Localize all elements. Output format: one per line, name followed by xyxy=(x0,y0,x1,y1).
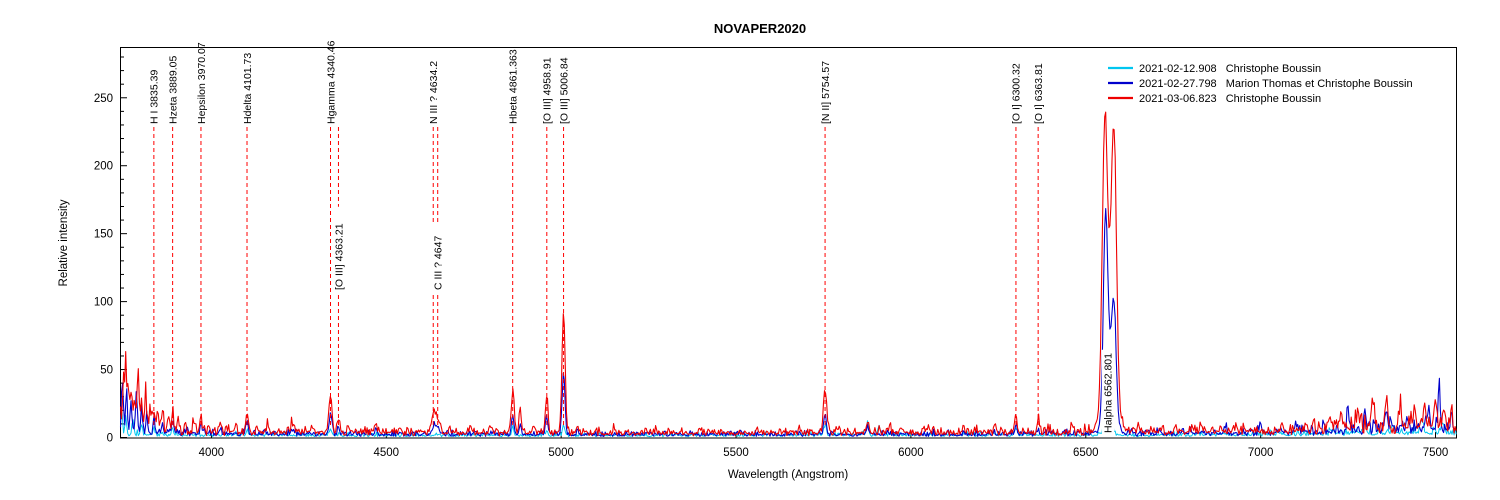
x-tick-label: 5500 xyxy=(723,447,749,459)
spectrum-line-2021-02-27.798 xyxy=(119,208,1457,438)
annotation-label: [O I] 6300.32 xyxy=(1011,63,1023,124)
legend-date: 2021-02-27.798 xyxy=(1139,78,1217,90)
y-tick-label: 250 xyxy=(94,93,113,105)
annotation-label: [O III] 5006.84 xyxy=(558,57,570,124)
spectrum-line-2021-03-06.823 xyxy=(119,111,1457,437)
x-tick-label: 6500 xyxy=(1073,447,1099,459)
annotation-label-bg xyxy=(1101,349,1115,437)
x-tick-label: 7000 xyxy=(1248,447,1274,459)
axis-ticks xyxy=(120,56,1437,438)
x-axis-label: Wavelength (Angstrom) xyxy=(728,469,849,481)
x-tick-label: 4000 xyxy=(199,447,225,459)
y-tick-label: 150 xyxy=(94,229,113,241)
plot-border xyxy=(120,47,1457,439)
annotation-label: [O III] 4363.21 xyxy=(333,223,345,290)
legend: 2021-02-12.908 Christophe Boussin2021-02-… xyxy=(1108,63,1413,105)
annotation-label: Hgamma 4340.46 xyxy=(325,40,337,124)
y-axis-label: Relative intensity xyxy=(58,199,70,286)
annotation-label: Halpha 6562.801 xyxy=(1103,353,1115,433)
legend-entry: 2021-02-12.908 Christophe Boussin xyxy=(1139,63,1321,75)
legend-observer: Christophe Boussin xyxy=(1226,63,1321,75)
legend-observer: Christophe Boussin xyxy=(1226,93,1321,105)
line-annotations: H I 3835.39 Hzeta 3889.05 Hepsilon 3970.07… xyxy=(149,40,1115,437)
annotation-label: Hdelta 4101.73 xyxy=(242,53,254,124)
annotation-label: H I 3835.39 xyxy=(149,70,161,124)
x-tick-label: 7500 xyxy=(1423,447,1449,459)
annotation-label-bg xyxy=(332,206,345,294)
annotation-label-bg xyxy=(431,222,445,294)
annotation-label: [N II] 5754.57 xyxy=(820,61,832,124)
y-tick-label: 50 xyxy=(100,365,113,377)
tick-labels: 4000 4500 5000 5500 6000 6500 7000 7500 0 50 100 15… xyxy=(94,93,1449,459)
annotation-label: [O I] 6363.81 xyxy=(1033,63,1045,124)
annotation-label: N III ? 4634.2 xyxy=(428,61,440,124)
annotation-label: Hepsilon 3970.07 xyxy=(196,42,208,124)
x-tick-label: 6000 xyxy=(898,447,924,459)
legend-entry: 2021-02-27.798 Marion Thomas et Christoph… xyxy=(1139,78,1413,90)
plot-frame xyxy=(120,47,1457,439)
spectra-series xyxy=(119,111,1457,438)
legend-observer: Marion Thomas et Christophe Boussin xyxy=(1226,78,1413,90)
annotation-label: C III ? 4647 xyxy=(433,236,445,290)
y-tick-label: 0 xyxy=(107,433,113,445)
annotation-label: Hbeta 4861.363 xyxy=(507,49,519,124)
y-tick-label: 200 xyxy=(94,161,113,173)
x-tick-label: 4500 xyxy=(374,447,400,459)
annotation-label: Hzeta 3889.05 xyxy=(167,56,179,124)
legend-date: 2021-03-06.823 xyxy=(1139,93,1217,105)
annotation-label: [O III] 4958.91 xyxy=(542,57,554,124)
y-tick-label: 100 xyxy=(94,297,113,309)
legend-entry: 2021-03-06.823 Christophe Boussin xyxy=(1139,93,1321,105)
legend-date: 2021-02-12.908 xyxy=(1139,63,1217,75)
chart-title: NOVAPER2020 xyxy=(714,21,806,36)
x-tick-label: 5000 xyxy=(548,447,574,459)
